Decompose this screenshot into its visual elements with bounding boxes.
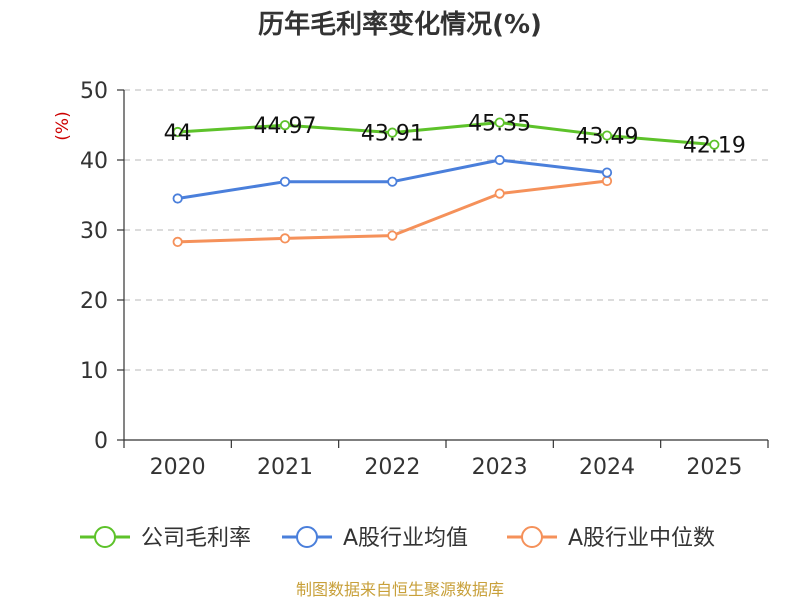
data-point-2-2020[interactable] [172, 236, 183, 247]
axes: 0 10 20 30 40 50 2020 2021 2022 2023 2024 2025 [80, 79, 769, 480]
y-axis-unit: (%) [53, 111, 73, 140]
x-tick-label-2022: 2022 [364, 455, 420, 480]
data-label-0-2021: 44.97 [254, 114, 317, 139]
data-point-1-2024[interactable] [601, 167, 613, 178]
legend-item-1[interactable]: A股行业均值 [282, 526, 468, 551]
data-point-0-2025[interactable] [709, 139, 720, 150]
data-label-0-2025: 42.19 [683, 134, 746, 159]
data-label-0-2022: 43.91 [361, 122, 424, 147]
chart-title: 历年毛利率变化情况(%) [258, 9, 542, 40]
series-line-0 [177, 121, 715, 147]
series-0: 44 44.97 43.91 45.35 43.49 42.19 [164, 112, 746, 159]
data-point-0-2021[interactable] [279, 120, 291, 131]
x-tick-label-2023: 2023 [472, 455, 528, 480]
series-1 [172, 154, 613, 204]
data-point-2-2021[interactable] [279, 233, 291, 244]
data-point-0-2020[interactable] [172, 126, 183, 138]
data-label-0-2020: 44 [164, 121, 192, 146]
x-tick-label-2020: 2020 [150, 455, 206, 480]
data-point-1-2020[interactable] [172, 193, 183, 204]
series-2 [172, 175, 613, 247]
data-label-0-2023: 45.35 [468, 112, 531, 137]
source-note: 制图数据来自恒生聚源数据库 [296, 580, 504, 599]
x-tick-label-2024: 2024 [579, 455, 635, 480]
series-group: 44 44.97 43.91 45.35 43.49 42.19 [164, 112, 746, 247]
legend-label-2: A股行业中位数 [568, 526, 715, 551]
data-point-2-2023[interactable] [494, 188, 505, 199]
y-tick-label-20: 20 [80, 289, 108, 314]
legend[interactable]: 公司毛利率 A股行业均值 A股行业中位数 [80, 526, 715, 551]
data-point-1-2023[interactable] [494, 154, 505, 166]
grid-lines [124, 89, 768, 371]
legend-label-0: 公司毛利率 [141, 526, 251, 551]
data-point-2-2022[interactable] [387, 230, 398, 241]
y-tick-label-0: 0 [94, 429, 108, 454]
legend-marker-2 [521, 526, 543, 548]
data-point-2-2024[interactable] [601, 175, 613, 187]
data-point-0-2023[interactable] [494, 117, 505, 128]
data-label-0-2024: 43.49 [576, 125, 639, 150]
x-tick-label-2025: 2025 [686, 455, 742, 480]
legend-item-2[interactable]: A股行业中位数 [507, 526, 715, 551]
x-tick-label-2021: 2021 [257, 455, 313, 480]
data-point-1-2021[interactable] [279, 176, 291, 187]
y-tick-label-50: 50 [80, 79, 108, 104]
y-tick-label-10: 10 [80, 359, 108, 384]
legend-label-1: A股行业均值 [343, 526, 468, 551]
legend-marker-0 [94, 526, 116, 548]
legend-marker-1 [296, 526, 318, 548]
y-tick-label-30: 30 [80, 219, 108, 244]
legend-item-0[interactable]: 公司毛利率 [80, 526, 251, 551]
data-point-0-2022[interactable] [387, 127, 398, 138]
data-point-1-2022[interactable] [387, 176, 398, 187]
y-tick-label-40: 40 [80, 149, 108, 174]
data-point-0-2024[interactable] [601, 130, 613, 141]
